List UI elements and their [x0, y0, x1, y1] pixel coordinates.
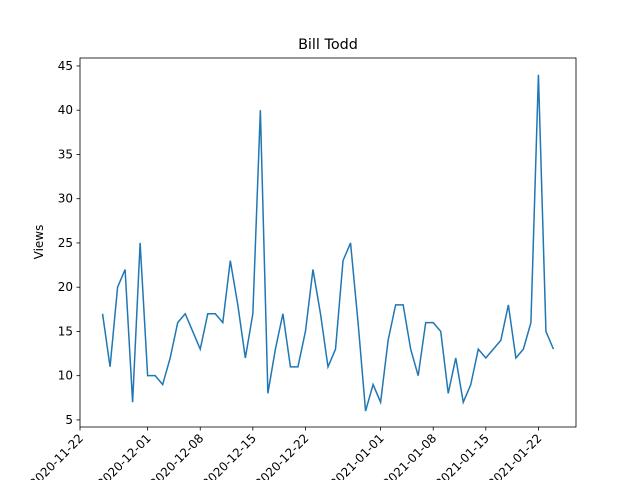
- y-tick-label: 45: [58, 59, 73, 73]
- plot-frame: [79, 57, 577, 428]
- y-tick-label: 40: [58, 103, 73, 117]
- y-tick-label: 15: [58, 324, 73, 338]
- y-tick-label: 5: [65, 413, 73, 427]
- data-line: [101, 74, 555, 412]
- y-tick-label: 20: [58, 280, 73, 294]
- y-tick-label: 10: [58, 369, 73, 383]
- chart-title: Bill Todd: [298, 37, 358, 53]
- y-tick-label: 25: [58, 236, 73, 250]
- y-tick-label: 35: [58, 147, 73, 161]
- y-tick-label: 30: [58, 192, 73, 206]
- y-axis-label: Views: [32, 225, 46, 260]
